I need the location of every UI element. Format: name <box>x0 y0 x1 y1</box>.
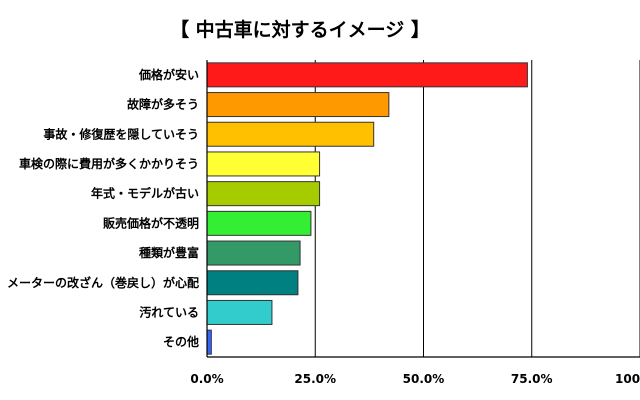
bar <box>206 270 299 296</box>
category-label: その他 <box>163 334 199 349</box>
category-label: 価格が安い <box>138 67 199 82</box>
bar <box>206 181 321 207</box>
bar <box>206 121 375 147</box>
chart-title: 【 中古車に対するイメージ 】 <box>170 18 430 41</box>
category-label: 車検の際に費用が多くかかりそう <box>19 156 199 171</box>
bars <box>206 62 528 355</box>
x-tick-labels: 0.0% 25.0% 50.0% 75.0% 100.0% <box>190 372 640 386</box>
category-label: 販売価格が不透明 <box>103 215 199 230</box>
x-tick-label: 0.0% <box>190 372 223 386</box>
bar <box>206 329 212 355</box>
bar <box>206 299 273 325</box>
category-label: 故障が多そう <box>127 97 199 112</box>
category-label: 汚れている <box>139 304 199 319</box>
bar <box>206 210 312 236</box>
x-tick-label: 75.0% <box>511 372 553 386</box>
bar <box>206 151 321 177</box>
x-tick-label: 25.0% <box>294 372 336 386</box>
category-label: 事故・修復歴を隠していそう <box>43 126 199 141</box>
bar <box>206 92 390 118</box>
category-label: 年式・モデルが古い <box>91 186 199 201</box>
x-tick-label: 50.0% <box>403 372 445 386</box>
category-labels: 価格が安い故障が多そう事故・修復歴を隠していそう車検の際に費用が多くかかりそう年… <box>7 67 199 349</box>
category-label: 種類が豊富 <box>139 245 199 260</box>
bar <box>206 62 528 88</box>
category-label: メーターの改ざん（巻戻し）が心配 <box>7 275 199 290</box>
bar <box>206 240 301 266</box>
x-tick-label: 100.0% <box>615 372 640 386</box>
